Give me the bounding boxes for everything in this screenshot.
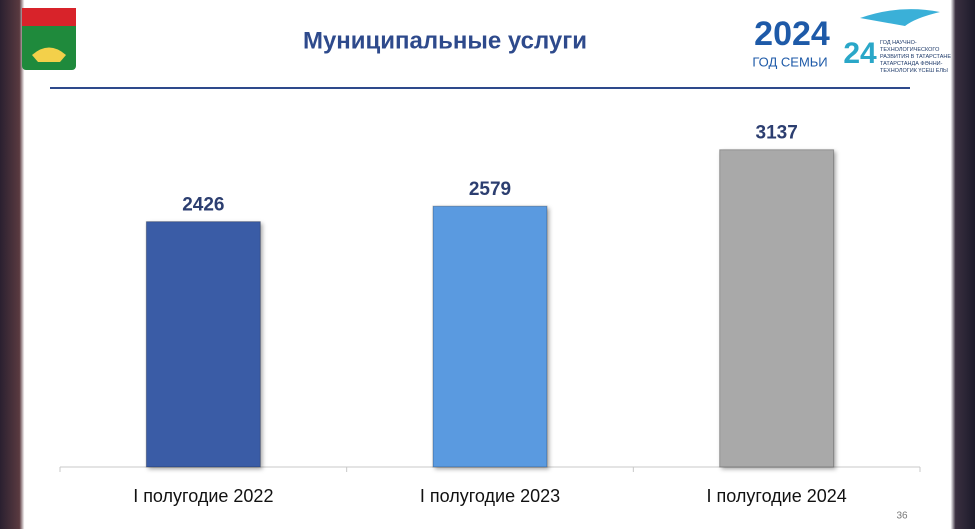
- bar: [719, 149, 835, 468]
- bar: [145, 221, 261, 468]
- emblem-boat: [32, 47, 66, 62]
- data-label: 2579: [469, 179, 511, 200]
- badge-caption: ГОД СЕМЬИ: [752, 54, 827, 69]
- x-tick-label: I полугодие 2022: [133, 486, 273, 506]
- bar: [432, 205, 548, 468]
- science-caption-text: ГОД НАУЧНО-ТЕХНОЛОГИЧЕСКОГО РАЗВИТИЯ В Т…: [880, 40, 960, 75]
- science-bird: [860, 9, 940, 27]
- science-caption-box: ГОД НАУЧНО-ТЕХНОЛОГИЧЕСКОГО РАЗВИТИЯ В Т…: [880, 40, 960, 75]
- emblem-stripe: [22, 8, 76, 26]
- badge-year: 2024: [754, 15, 830, 53]
- page-number: 36: [896, 511, 908, 522]
- science-caption-tt: ТАТАРСТАНДА ФӘННИ-ТЕХНОЛОГИК ҮСЕШ ЕЛЫ: [880, 61, 948, 74]
- science-caption: ГОД НАУЧНО-ТЕХНОЛОГИЧЕСКОГО РАЗВИТИЯ В Т…: [880, 40, 952, 60]
- x-tick-label: I полугодие 2024: [707, 486, 847, 506]
- data-label: 2426: [182, 195, 224, 216]
- x-tick-label: I полугодие 2023: [420, 486, 560, 506]
- chart-title: Муниципальные услуги: [303, 27, 587, 54]
- science-year: 24: [843, 37, 877, 70]
- data-label: 3137: [756, 123, 798, 144]
